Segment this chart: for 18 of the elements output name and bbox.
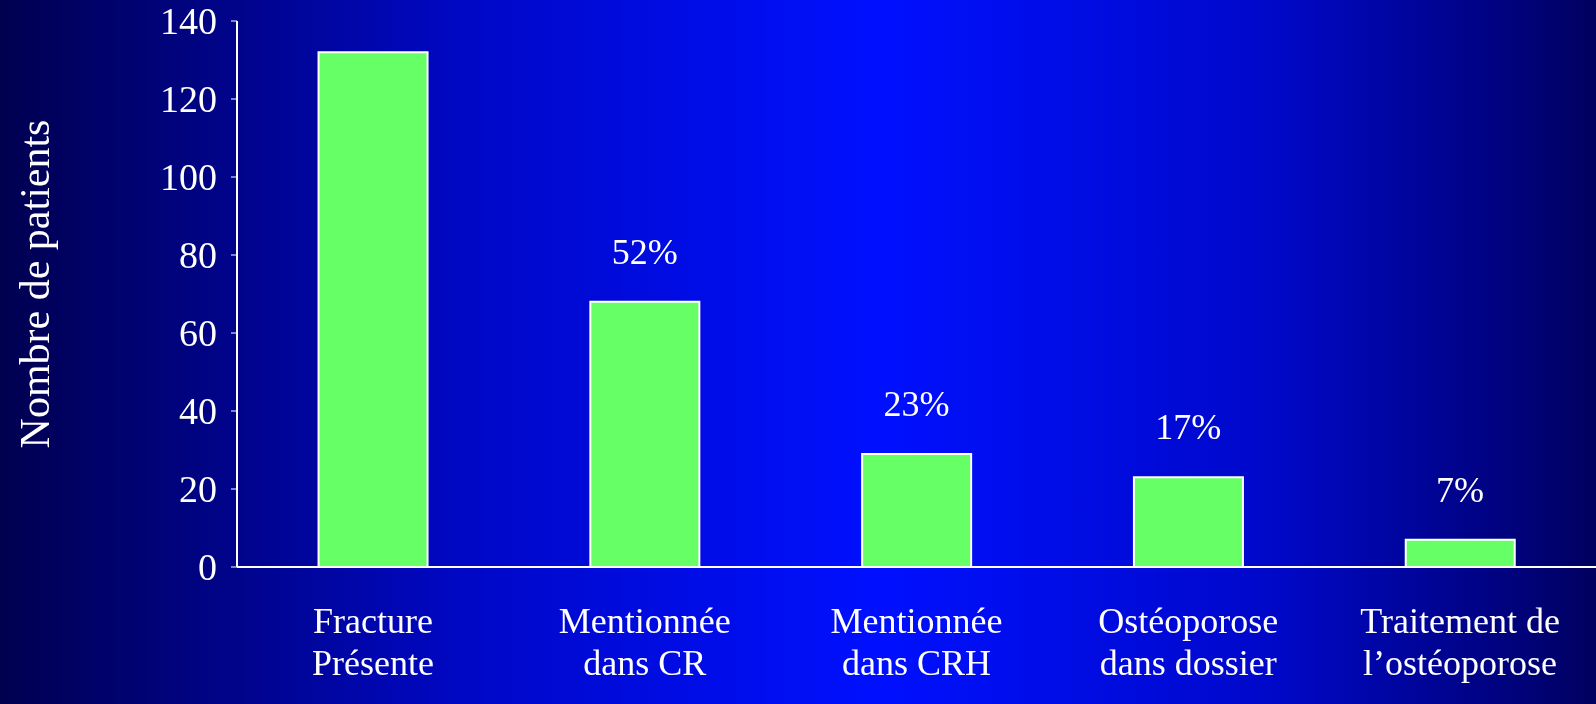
y-axis-title: Nombre de patients	[11, 119, 58, 449]
y-tick-label: 0	[198, 546, 217, 589]
x-tick-label: Mentionnée dans CRH	[830, 601, 1003, 683]
x-tick-label: Ostéoporose dans dossier	[1098, 601, 1279, 683]
annotation: 23%	[883, 383, 950, 424]
x-tick-label: Traitement de l’ostéoporose	[1360, 601, 1560, 683]
y-tick-label: 40	[179, 390, 217, 433]
x-tick-label: Fracture Présente	[311, 601, 434, 683]
y-tick-label: 120	[160, 78, 217, 121]
y-tick-label: 100	[160, 156, 217, 199]
x-tick-label: Mentionnée dans CR	[558, 601, 731, 683]
y-tick-label: 80	[179, 234, 217, 277]
annotation: 7%	[1436, 469, 1485, 510]
y-tick-label: 20	[179, 468, 217, 511]
annotation: 52%	[611, 231, 678, 272]
annotation: 17%	[1155, 407, 1222, 448]
y-tick-label: 140	[160, 0, 217, 43]
y-tick-label: 60	[179, 312, 217, 355]
